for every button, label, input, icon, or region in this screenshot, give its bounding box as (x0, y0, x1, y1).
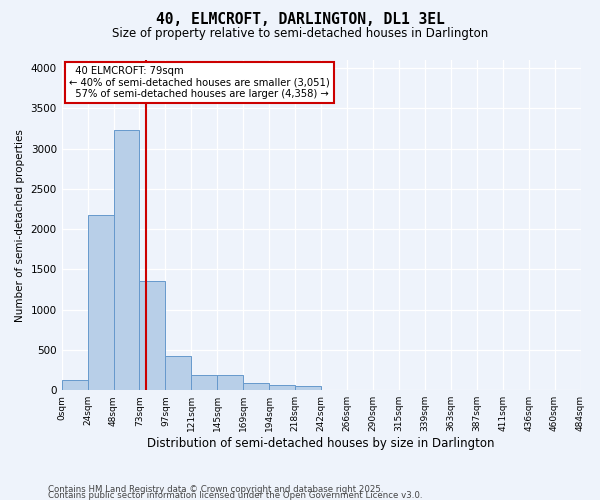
Bar (295, 386, 321, 390)
Text: Contains HM Land Registry data © Crown copyright and database right 2025.: Contains HM Land Registry data © Crown c… (48, 484, 383, 494)
Text: 40 ELMCROFT: 79sqm
← 40% of semi-detached houses are smaller (3,051)
  57% of se: 40 ELMCROFT: 79sqm ← 40% of semi-detache… (69, 66, 329, 99)
Bar (269, 386, 295, 390)
Text: Contains public sector information licensed under the Open Government Licence v3: Contains public sector information licen… (48, 490, 422, 500)
X-axis label: Distribution of semi-detached houses by size in Darlington: Distribution of semi-detached houses by … (148, 437, 495, 450)
Bar (166, 356, 191, 390)
Text: 40, ELMCROFT, DARLINGTON, DL1 3EL: 40, ELMCROFT, DARLINGTON, DL1 3EL (155, 12, 445, 28)
Bar (88, 216, 113, 390)
Bar (243, 383, 269, 390)
Bar (217, 376, 243, 390)
Bar (62, 380, 88, 390)
Y-axis label: Number of semi-detached properties: Number of semi-detached properties (15, 128, 25, 322)
Bar (191, 376, 217, 390)
Bar (113, 130, 139, 390)
Text: Size of property relative to semi-detached houses in Darlington: Size of property relative to semi-detach… (112, 28, 488, 40)
Bar (139, 282, 166, 390)
